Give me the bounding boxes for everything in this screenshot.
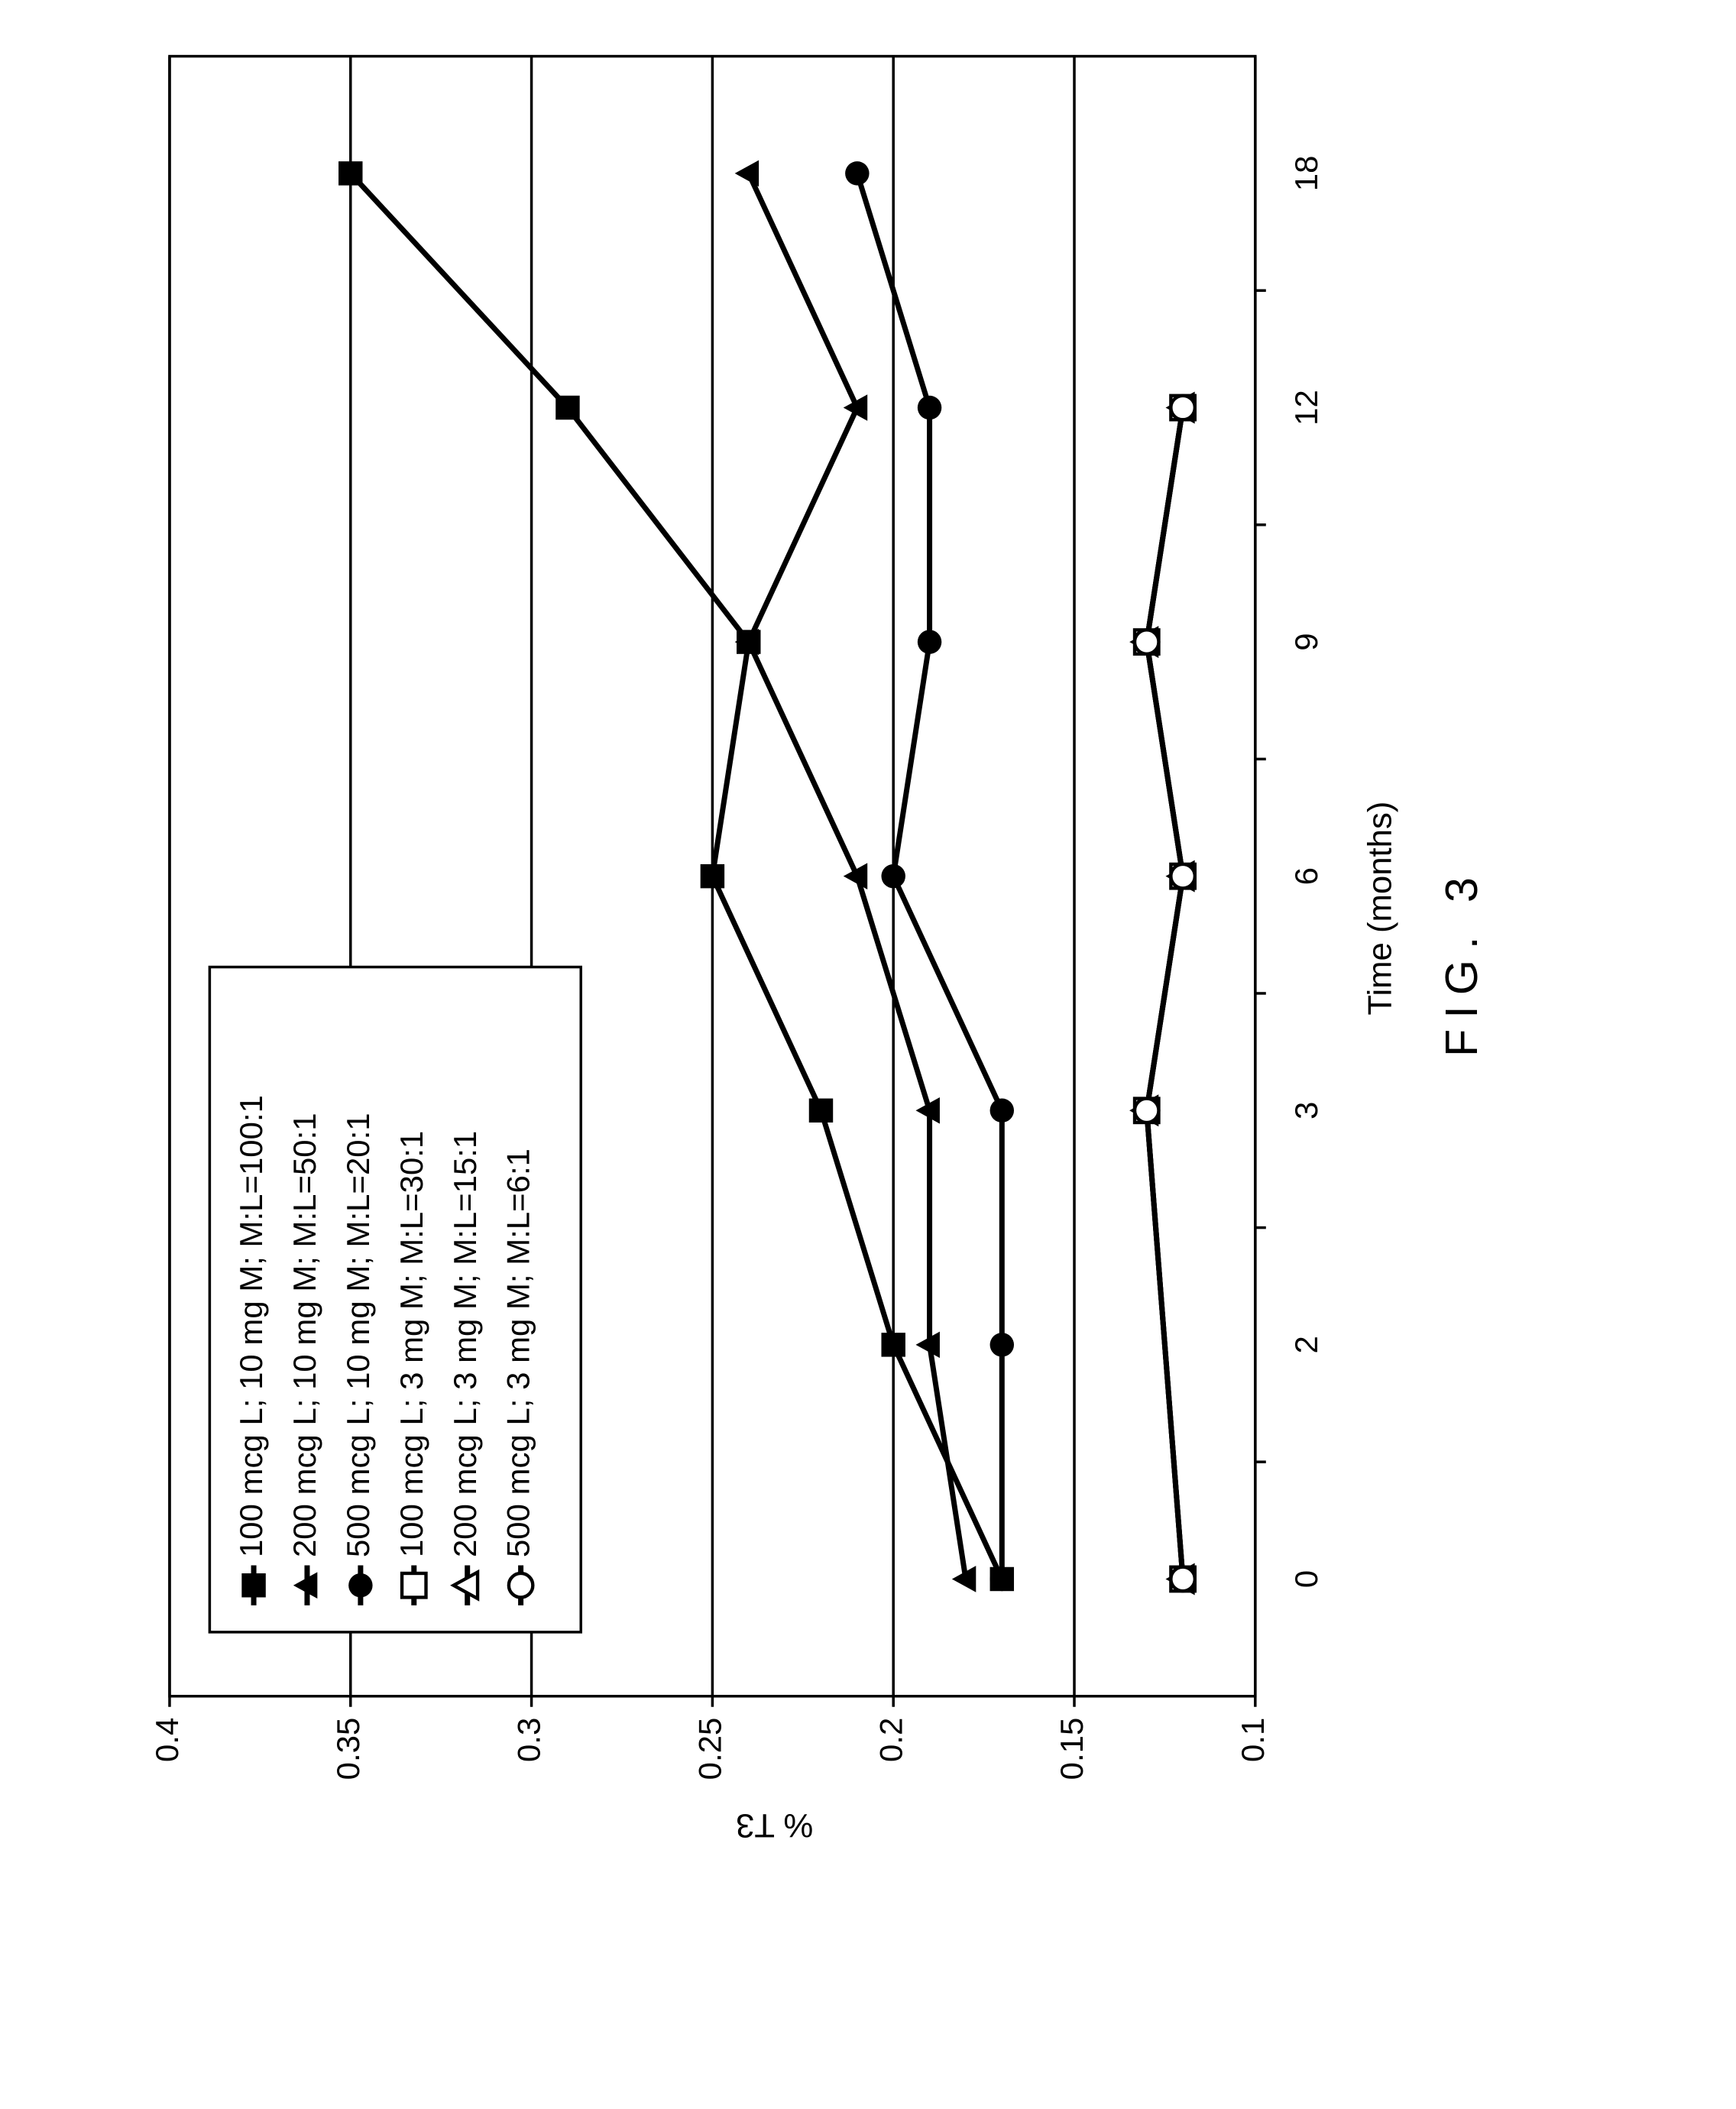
marker xyxy=(402,1573,426,1597)
legend-label: 200 mcg L; 3 mg M; M:L=15:1 xyxy=(447,1131,483,1557)
marker xyxy=(1171,396,1194,420)
legend-label: 500 mcg L; 3 mg M; M:L=6:1 xyxy=(500,1148,536,1557)
y-axis-title: % T3 xyxy=(736,1806,813,1844)
marker xyxy=(701,864,724,888)
marker xyxy=(990,1099,1014,1123)
x-tick-label: 2 xyxy=(1288,1336,1324,1353)
y-tick-label: 0.35 xyxy=(330,1718,366,1780)
marker xyxy=(881,1333,905,1356)
marker xyxy=(918,630,941,653)
marker xyxy=(1135,1099,1158,1123)
marker xyxy=(918,396,941,420)
legend-label: 200 mcg L; 10 mg M; M:L=50:1 xyxy=(287,1113,322,1557)
y-tick-label: 0.4 xyxy=(149,1718,185,1762)
marker xyxy=(990,1567,1014,1591)
x-tick-label: 3 xyxy=(1288,1102,1324,1119)
marker xyxy=(845,161,869,185)
y-tick-label: 0.2 xyxy=(873,1718,908,1762)
y-tick-label: 0.25 xyxy=(691,1718,727,1780)
x-tick-label: 9 xyxy=(1288,633,1324,650)
marker xyxy=(338,161,362,185)
y-tick-label: 0.3 xyxy=(511,1718,547,1762)
legend-label: 100 mcg L; 3 mg M; M:L=30:1 xyxy=(394,1131,429,1557)
marker xyxy=(241,1573,265,1597)
chart: Time (months) FIG. 3 % T3 0.40.350.30.25… xyxy=(0,0,1736,2109)
marker xyxy=(990,1333,1014,1356)
y-tick-label: 0.1 xyxy=(1235,1718,1271,1762)
x-tick-label: 12 xyxy=(1288,390,1324,426)
x-tick-label: 6 xyxy=(1288,867,1324,885)
marker xyxy=(348,1573,372,1597)
legend-label: 100 mcg L; 10 mg M; M:L=100:1 xyxy=(233,1095,269,1557)
x-tick-label: 18 xyxy=(1288,156,1324,192)
marker xyxy=(1171,1567,1194,1591)
x-tick-label: 0 xyxy=(1288,1570,1324,1588)
marker xyxy=(1135,630,1158,653)
figure-label: FIG. 3 xyxy=(1436,867,1487,1057)
y-tick-label: 0.15 xyxy=(1054,1718,1090,1780)
marker xyxy=(1171,864,1194,888)
legend-label: 500 mcg L; 10 mg M; M:L=20:1 xyxy=(340,1113,376,1557)
marker xyxy=(809,1099,833,1123)
x-axis-title: Time (months) xyxy=(1361,802,1398,1016)
marker xyxy=(555,396,579,420)
marker xyxy=(881,864,905,888)
legend: 100 mcg L; 10 mg M; M:L=100:1 200 mcg L; … xyxy=(209,967,581,1632)
marker xyxy=(509,1573,533,1597)
